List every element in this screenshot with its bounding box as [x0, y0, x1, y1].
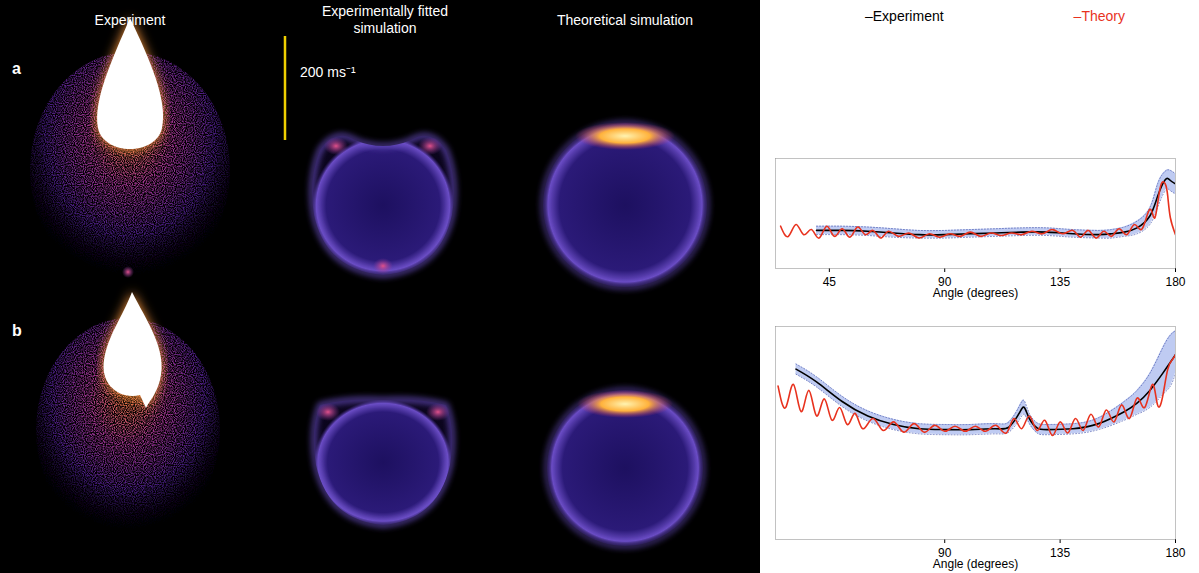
html-text:Theoretical simulation: Theoretical simulation — [556, 12, 694, 28]
html-text:200 ms⁻¹: 200 ms⁻¹ — [300, 64, 356, 80]
svg-text:180: 180 — [1165, 546, 1185, 560]
svg-text:135: 135 — [1050, 275, 1070, 289]
svg-text:180: 180 — [1165, 275, 1185, 289]
svg-text:Angle (degrees): Angle (degrees) — [933, 557, 1018, 571]
html-text:Experiment: Experiment — [94, 12, 166, 28]
html-text:b: b — [12, 322, 22, 339]
svg-text:90: 90 — [938, 546, 952, 560]
html-text:–Theory: –Theory — [1073, 8, 1125, 24]
svg-text:Angle (degrees): Angle (degrees) — [933, 286, 1018, 300]
html-text:a: a — [12, 60, 21, 77]
html-text:–Experiment: –Experiment — [865, 8, 944, 24]
html-text:Experimentally fitted simulati: Experimentally fitted simulation — [322, 3, 448, 36]
svg-text:135: 135 — [1050, 546, 1070, 560]
svg-text:90: 90 — [938, 275, 952, 289]
svg-text:45: 45 — [823, 275, 837, 289]
